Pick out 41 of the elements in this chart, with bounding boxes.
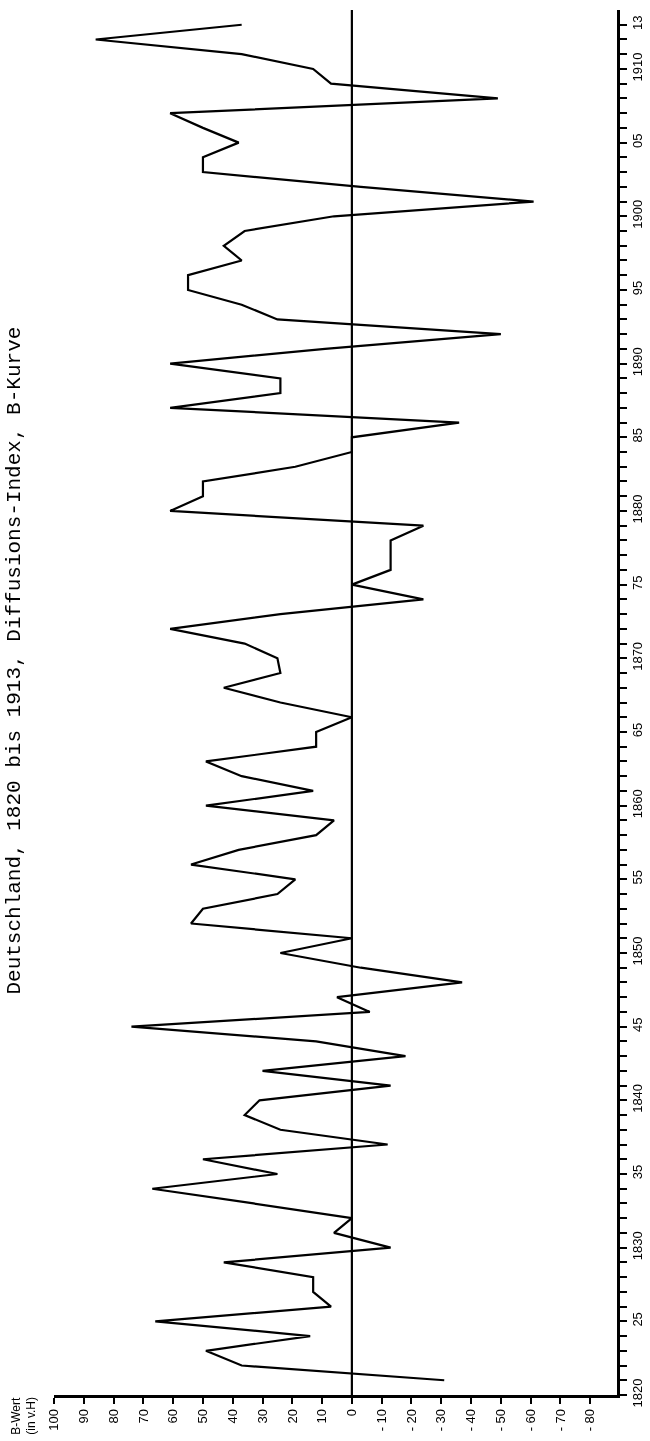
x-tick-label: 70 [135, 1408, 151, 1424]
y-tick-label: 1880 [630, 494, 646, 524]
y-tick-label: 45 [630, 1017, 646, 1032]
x-tick-label: 0 [344, 1408, 360, 1417]
y-tick-label: 05 [630, 133, 646, 148]
y-tick-label: 35 [630, 1164, 646, 1180]
y-tick-label: 1840 [630, 1083, 646, 1113]
y-tick-label: 1850 [630, 936, 646, 966]
y-tick-label: 1910 [630, 52, 646, 82]
x-tick-label: - 70 [552, 1408, 568, 1432]
y-tick-label: 1820 [630, 1378, 646, 1408]
x-tick-label: - 10 [373, 1408, 389, 1432]
y-tick-label: 1860 [630, 789, 646, 819]
y-tick-label: 1890 [630, 347, 646, 377]
x-tick-label: - 30 [433, 1408, 449, 1432]
x-tick-label: 20 [284, 1408, 300, 1424]
y-tick-label: 13 [630, 15, 646, 31]
x-tick-label: 100 [46, 1408, 62, 1431]
x-tick-label: - 80 [582, 1408, 598, 1432]
x-tick-label: 40 [224, 1408, 240, 1424]
y-tick-label: 75 [630, 575, 646, 590]
x-tick-label: - 40 [463, 1408, 479, 1432]
y-tick-label: 1830 [630, 1231, 646, 1261]
y-tick-label: 1900 [630, 199, 646, 229]
y-tick-label: 85 [630, 428, 646, 443]
x-tick-label: 10 [314, 1408, 330, 1424]
y-tick-label: 65 [630, 722, 646, 738]
x-tick-label: 50 [195, 1408, 211, 1424]
x-tick-label: - 20 [403, 1408, 419, 1432]
y-axis-title: B-Wert (in v.H) [8, 1396, 39, 1435]
y-tick-label: 95 [630, 280, 646, 296]
x-tick-label: 80 [105, 1408, 121, 1424]
x-tick-label: 60 [165, 1408, 181, 1424]
x-tick-label: - 60 [522, 1408, 538, 1432]
x-tick-label: - 50 [493, 1408, 509, 1432]
y-tick-label: 1870 [630, 641, 646, 671]
x-tick-label: 90 [76, 1408, 92, 1424]
y-tick-label: 25 [630, 1312, 646, 1327]
y-tick-label: 55 [630, 870, 646, 885]
text: Deutschland, 1820 bis 1913, Diffusions-Index, B-Kurve [2, 326, 26, 995]
x-tick-label: 30 [254, 1408, 270, 1424]
